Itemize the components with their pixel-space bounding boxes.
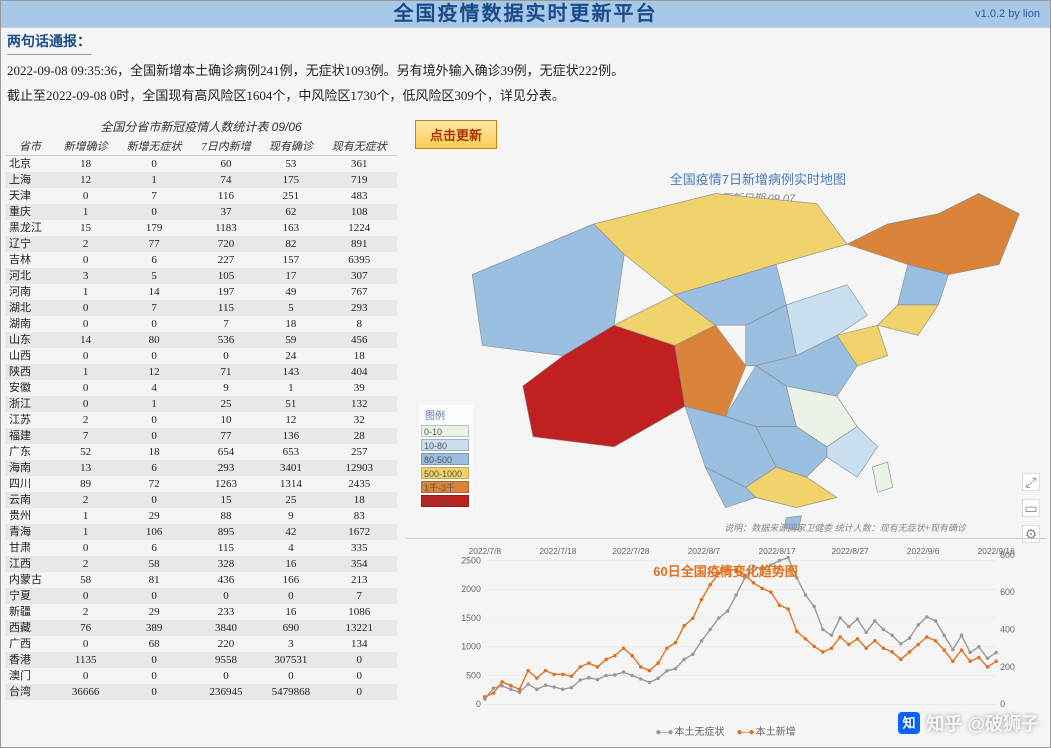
legend-series-1: 本土无症状 <box>655 723 724 738</box>
province-data-table: 省市新增确诊新增无症状7日内新增现有确诊现有无症状 北京1806053361上海… <box>5 137 397 700</box>
region-inner-mongolia[interactable] <box>594 194 847 295</box>
table-row: 陕西11271143404 <box>5 364 397 380</box>
china-map[interactable] <box>405 153 1046 538</box>
legend-row: 500-1000 <box>421 466 471 480</box>
table-row: 天津07116251483 <box>5 188 397 204</box>
svg-text:400: 400 <box>1000 624 1015 634</box>
table-row: 辽宁27772082891 <box>5 236 397 252</box>
table-header: 新增确诊 <box>55 137 116 156</box>
app-header: 全国疫情数据实时更新平台 v1.0.2 by lion <box>1 1 1050 27</box>
table-header: 7日内新增 <box>192 137 260 156</box>
table-row: 河南11419749767 <box>5 284 397 300</box>
legend-title: 图例 <box>421 407 471 422</box>
table-row: 青海1106895421672 <box>5 524 397 540</box>
legend-row: 0-10 <box>421 424 471 438</box>
briefing-line-2: 截止至2022-09-08 0时，全国现有高风险区1604个，中风险区1730个… <box>7 85 1044 107</box>
table-row: 新疆229233161086 <box>5 604 397 620</box>
svg-text:1500: 1500 <box>461 613 481 623</box>
map-legend: 图例 0-1010-8080-500500-10001千-3千3千以上 <box>419 405 473 510</box>
table-header: 省市 <box>5 137 55 156</box>
svg-text:2022/9/6: 2022/9/6 <box>907 546 940 556</box>
map-panel: 全国疫情7日新增病例实时地图 更新日期 09.07 图例 0-1010-8080… <box>405 153 1046 538</box>
svg-text:2022/9/16: 2022/9/16 <box>978 546 1015 556</box>
province-table-panel: 全国分省市新冠疫情人数统计表 09/06 省市新增确诊新增无症状7日内新增现有确… <box>1 114 401 740</box>
briefing-line-1: 2022-09-08 09:35:36，全国新增本土确诊病例241例，无症状10… <box>7 60 1044 82</box>
table-row: 云南20152518 <box>5 492 397 508</box>
table-row: 广东5218654653257 <box>5 444 397 460</box>
table-header: 现有确诊 <box>260 137 321 156</box>
table-row: 黑龙江1517911831631224 <box>5 220 397 236</box>
region-taiwan[interactable] <box>872 462 892 492</box>
chart-legend: 本土无症状 本土新增 <box>655 723 795 738</box>
legend-row: 1千-3千 <box>421 480 471 494</box>
update-button[interactable]: 点击更新 <box>415 120 497 149</box>
table-row: 山西0002418 <box>5 348 397 364</box>
map-tool-icons: ⤢▭⚙ <box>1022 473 1040 543</box>
chart-title: 60日全国疫情变化趋势图 <box>653 561 797 580</box>
svg-text:2022/7/8: 2022/7/8 <box>469 546 502 556</box>
svg-text:2022/8/17: 2022/8/17 <box>758 546 795 556</box>
version-label: v1.0.2 by lion <box>975 1 1040 27</box>
table-header: 新增无症状 <box>116 137 191 156</box>
table-header: 现有无症状 <box>322 137 397 156</box>
table-row: 江西25832816354 <box>5 556 397 572</box>
legend-row: 10-80 <box>421 438 471 452</box>
svg-text:0: 0 <box>476 699 481 709</box>
svg-text:2022/7/18: 2022/7/18 <box>539 546 576 556</box>
table-row: 宁夏00007 <box>5 588 397 604</box>
svg-text:2022/8/7: 2022/8/7 <box>688 546 721 556</box>
region-liaoning[interactable] <box>877 305 938 335</box>
table-row: 内蒙古5881436166213 <box>5 572 397 588</box>
svg-text:0: 0 <box>1000 699 1005 709</box>
svg-text:1000: 1000 <box>461 642 481 652</box>
svg-text:2000: 2000 <box>461 584 481 594</box>
table-row: 湖南007188 <box>5 316 397 332</box>
table-row: 重庆103762108 <box>5 204 397 220</box>
svg-text:2022/7/28: 2022/7/28 <box>612 546 649 556</box>
map-tool-icon[interactable]: ⤢ <box>1022 473 1040 491</box>
svg-text:2022/8/27: 2022/8/27 <box>832 546 869 556</box>
table-row: 北京1806053361 <box>5 155 397 172</box>
table-row: 安徽049139 <box>5 380 397 396</box>
table-row: 香港1135095583075310 <box>5 652 397 668</box>
table-row: 广西0682203134 <box>5 636 397 652</box>
app-title: 全国疫情数据实时更新平台 <box>394 3 658 25</box>
table-row: 山东148053659456 <box>5 332 397 348</box>
svg-text:500: 500 <box>466 670 481 680</box>
trend-chart-panel: 60日全国疫情变化趋势图 0 500 1000 1500 2000 2500 0 200 400… <box>405 538 1046 738</box>
table-row: 四川8972126313142435 <box>5 476 397 492</box>
legend-series-2: 本土新增 <box>737 723 796 738</box>
legend-row: 80-500 <box>421 452 471 466</box>
table-row: 澳门00000 <box>5 668 397 684</box>
table-row: 浙江012551132 <box>5 396 397 412</box>
table-row: 西藏76389384069013221 <box>5 620 397 636</box>
table-row: 吉林062271576395 <box>5 252 397 268</box>
table-row: 福建707713628 <box>5 428 397 444</box>
svg-text:2500: 2500 <box>461 555 481 565</box>
table-row: 贵州12988983 <box>5 508 397 524</box>
table-row: 海南136293340112903 <box>5 460 397 476</box>
map-tool-icon[interactable]: ▭ <box>1022 499 1040 517</box>
table-row: 河北3510517307 <box>5 268 397 284</box>
briefing-section: 两句话通报： 2022-09-08 09:35:36，全国新增本土确诊病例241… <box>1 27 1050 114</box>
region-heilongjiang[interactable] <box>847 194 1019 275</box>
table-title: 全国分省市新冠疫情人数统计表 09/06 <box>5 116 397 137</box>
table-row: 江苏20101232 <box>5 412 397 428</box>
briefing-title: 两句话通报： <box>7 30 91 55</box>
svg-text:600: 600 <box>1000 587 1015 597</box>
table-row: 湖北071155293 <box>5 300 397 316</box>
table-row: 上海12174175719 <box>5 172 397 188</box>
legend-row: 3千以上 <box>421 494 471 508</box>
svg-text:200: 200 <box>1000 662 1015 672</box>
map-note: 说明：数据来源国家卫健委 统计人数：现有无症状+现有确诊 <box>724 521 966 534</box>
table-row: 甘肃061154335 <box>5 540 397 556</box>
table-row: 台湾36666023694554798680 <box>5 684 397 700</box>
